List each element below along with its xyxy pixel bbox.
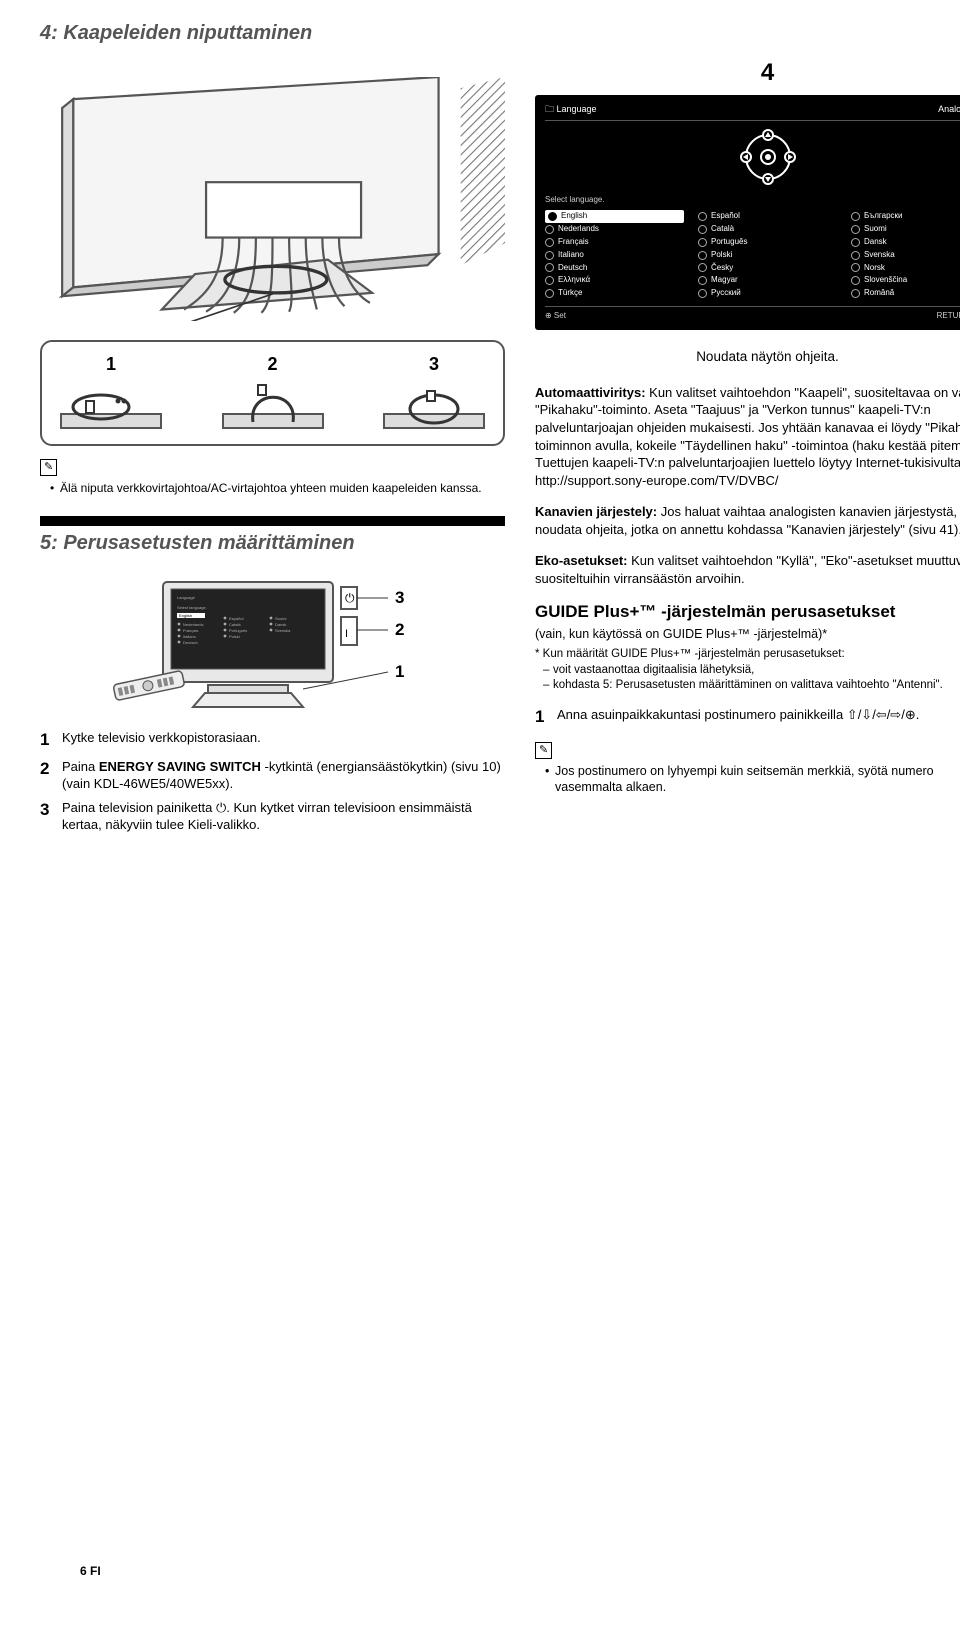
menu-footer-back: RETURN Back — [937, 311, 960, 322]
svg-text:⏻: ⏻ — [345, 591, 355, 605]
gstep1-text: Anna asuinpaikkakuntasi postinumero pain… — [557, 706, 960, 729]
step-num-3: 3 — [40, 799, 62, 834]
step2-text: Paina ENERGY SAVING SWITCH -kytkintä (en… — [62, 758, 505, 793]
menu-title: 🗀 Language — [545, 103, 597, 115]
menu-item[interactable]: Česky — [698, 262, 837, 275]
tie-num-2: 2 — [267, 352, 277, 376]
arrow-keys-icon: ⇧/⇩/⇦/⇨/⊕ — [847, 707, 916, 722]
svg-text:Deutsch: Deutsch — [183, 640, 198, 645]
menu-item[interactable]: Nederlands — [545, 223, 684, 236]
tv-back-illustration — [40, 77, 505, 325]
tie-icon-3 — [379, 379, 489, 434]
guideplus-sub: (vain, kun käytössä on GUIDE Plus+™ -jär… — [535, 626, 960, 643]
menu-col-2: Español Català Português Polski Česky Ma… — [698, 210, 837, 300]
guideplus-fine: * Kun määrität GUIDE Plus+™ -järjestelmä… — [535, 647, 960, 663]
svg-text:Language: Language — [177, 595, 196, 600]
menu-item[interactable]: Magyar — [698, 274, 837, 287]
menu-item[interactable]: Français — [545, 236, 684, 249]
menu-col-1: English Nederlands Français Italiano Deu… — [545, 210, 684, 300]
figure-number-4: 4 — [535, 57, 960, 89]
menu-item[interactable]: Dansk — [851, 236, 960, 249]
menu-item[interactable]: Slovenščina — [851, 274, 960, 287]
pencil-note-icon — [535, 742, 556, 756]
tie-num-1: 1 — [106, 352, 116, 376]
svg-text:3: 3 — [395, 588, 404, 607]
channel-order-block: Kanavien järjestely: Jos haluat vaihtaa … — [535, 503, 960, 538]
tie-num-3: 3 — [429, 352, 439, 376]
menu-item[interactable]: Suomi — [851, 223, 960, 236]
cable-tie-steps: 1 2 — [40, 340, 505, 445]
guideplus-dash2: kohdasta 5: Perusasetusten määrittäminen… — [543, 678, 960, 694]
menu-item[interactable]: Türkçe — [545, 287, 684, 300]
svg-text:2: 2 — [395, 620, 404, 639]
svg-text:Suomi: Suomi — [275, 616, 286, 621]
menu-item[interactable]: Italiano — [545, 249, 684, 262]
note-block-4: Älä niputa verkkovirtajohtoa/AC-virtajoh… — [40, 458, 505, 496]
svg-text:Français: Français — [183, 628, 198, 633]
menu-item[interactable]: Português — [698, 236, 837, 249]
svg-text:I: I — [345, 628, 348, 640]
menu-hint: Select language. — [545, 195, 960, 206]
menu-item[interactable]: Deutsch — [545, 262, 684, 275]
dpad-icon — [738, 127, 798, 187]
guideplus-dash1: voit vastaanottaa digitaalisia lähetyksi… — [543, 663, 960, 679]
menu-item[interactable]: English — [545, 210, 684, 223]
setup-steps: 1 Kytke televisio verkkopistorasiaan. 2 … — [40, 729, 505, 834]
step3-text: Paina television painiketta ⏻. Kun kytke… — [62, 799, 505, 834]
tie-icon-2 — [218, 379, 328, 434]
guideplus-heading: GUIDE Plus+™ -järjestelmän perusasetukse… — [535, 601, 960, 624]
menu-item[interactable]: Русский — [698, 287, 837, 300]
follow-caption: Noudata näytön ohjeita. — [535, 348, 960, 366]
step1-text: Kytke televisio verkkopistorasiaan. — [62, 729, 505, 752]
svg-text:Nederlands: Nederlands — [183, 622, 203, 627]
svg-text:Dansk: Dansk — [275, 622, 286, 627]
step-num-2: 2 — [40, 758, 62, 793]
svg-text:Svenska: Svenska — [275, 628, 291, 633]
auto-tune-block: Automaattiviritys: Kun valitset vaihtoeh… — [535, 384, 960, 489]
setup-illustration: Language Select language. English Nederl… — [40, 567, 505, 717]
svg-text:English: English — [179, 613, 192, 618]
pencil-note-icon — [40, 459, 61, 473]
svg-text:1: 1 — [395, 662, 404, 681]
menu-mode: Analogue TV — [938, 103, 960, 115]
menu-item[interactable]: Română — [851, 287, 960, 300]
step-num-1: 1 — [40, 729, 62, 752]
menu-item[interactable]: Български — [851, 210, 960, 223]
power-icon: ⏻ — [216, 800, 226, 815]
svg-text:Català: Català — [229, 622, 241, 627]
menu-item[interactable]: Norsk — [851, 262, 960, 275]
eco-block: Eko-asetukset: Kun valitset vaihtoehdon … — [535, 552, 960, 587]
menu-item[interactable]: Svenska — [851, 249, 960, 262]
black-separator — [40, 516, 505, 526]
menu-col-3: Български Suomi Dansk Svenska Norsk Slov… — [851, 210, 960, 300]
menu-item[interactable]: Català — [698, 223, 837, 236]
gstep-num-1: 1 — [535, 706, 557, 729]
menu-item[interactable]: Polski — [698, 249, 837, 262]
menu-item[interactable]: Ελληνικά — [545, 274, 684, 287]
tv-language-menu: 🗀 Language Analogue TV Se — [535, 95, 960, 329]
section4-title: 4: Kaapeleiden niputtaminen — [40, 20, 960, 47]
svg-text:Español: Español — [229, 616, 244, 621]
svg-text:Select language.: Select language. — [177, 605, 207, 610]
menu-footer-set: ⊕ Set — [545, 311, 566, 322]
svg-text:Português: Português — [229, 628, 247, 633]
gnote-bullet: Jos postinumero on lyhyempi kuin seitsem… — [545, 763, 960, 797]
svg-text:Polski: Polski — [229, 634, 240, 639]
note4-bullet: Älä niputa verkkovirtajohtoa/AC-virtajoh… — [50, 480, 505, 496]
svg-text:Italiano: Italiano — [183, 634, 197, 639]
tie-icon-1 — [56, 379, 166, 434]
section5-title: 5: Perusasetusten määrittäminen — [40, 530, 505, 557]
menu-item[interactable]: Español — [698, 210, 837, 223]
